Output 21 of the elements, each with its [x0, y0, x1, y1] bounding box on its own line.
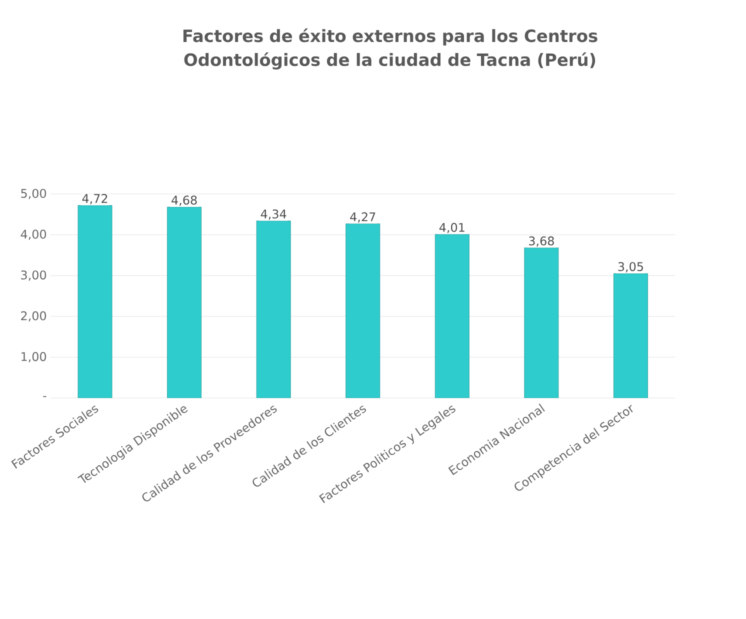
bar	[614, 273, 648, 398]
bar	[434, 234, 470, 398]
y-tick-label: -	[43, 396, 46, 398]
data-label: 4,27	[350, 212, 376, 223]
data-label: 3,05	[618, 262, 643, 272]
chart-title: Factores de éxito externos para los Centros Odontológicos de la ciudad de Tacna (Perú)	[183, 28, 598, 70]
data-label: 4,68	[172, 196, 197, 206]
data-label: 3,68	[529, 236, 554, 247]
bar	[256, 220, 291, 398]
y-tick-label: 5,00	[21, 188, 46, 200]
y-tick-label: 4,00	[20, 230, 46, 240]
data-label: 4,34	[260, 209, 286, 220]
bar	[346, 224, 380, 398]
bar	[78, 205, 112, 398]
y-tick-label: 1,00	[22, 352, 46, 362]
data-label: 4,72	[82, 194, 108, 204]
y-tick-label: 2,00	[21, 311, 46, 322]
y-tick-label: 3,00	[21, 270, 46, 281]
bar	[524, 248, 559, 398]
bar	[167, 206, 202, 398]
data-label: 4,01	[439, 222, 464, 234]
